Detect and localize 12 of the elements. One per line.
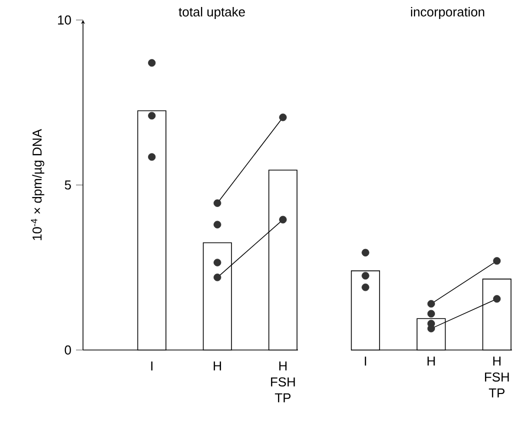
x-tick-label: H: [428, 356, 435, 366]
x-tick-label: I: [151, 362, 152, 370]
chart-title: incorporation: [411, 6, 484, 20]
y-tick-label: 10: [58, 15, 71, 25]
x-tick-label: H: [214, 362, 221, 370]
y-axis-title: 10$^{-4}$ × dpm/µg DNA: [30, 128, 44, 240]
chart-title: total uptake: [178, 6, 245, 20]
x-tick-label: I: [364, 356, 366, 366]
y-tick-label: 5: [64, 180, 71, 190]
x-tick-label: H FSH TP: [271, 362, 295, 402]
x-tick-label: H FSH TP: [485, 356, 509, 398]
y-tick-label: 0: [64, 345, 71, 355]
